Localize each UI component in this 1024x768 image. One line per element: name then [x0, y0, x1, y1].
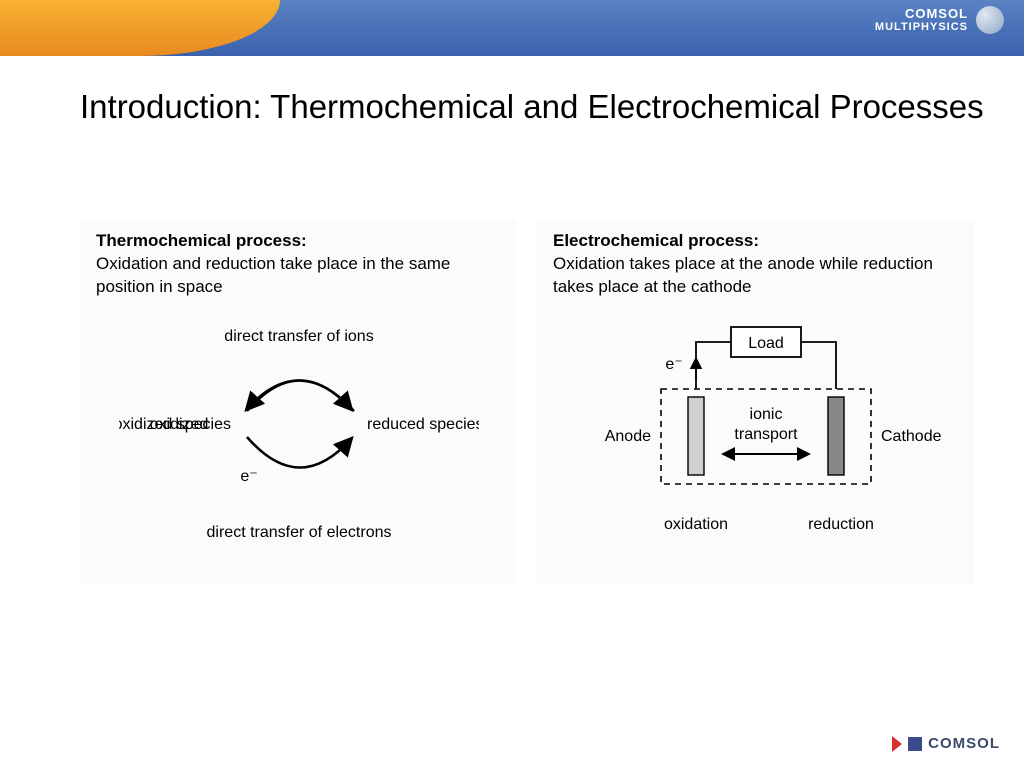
- electrochemical-panel: Electrochemical process: Oxidation takes…: [537, 220, 974, 583]
- content-panels: Thermochemical process: Oxidation and re…: [80, 220, 974, 583]
- top-banner: COMSOL MULTIPHYSICS: [0, 0, 1024, 56]
- globe-icon: [976, 6, 1004, 34]
- ions-label: direct transfer of ions: [224, 328, 373, 345]
- brand-line1: COMSOL: [875, 7, 968, 21]
- footer-brand-text: COMSOL: [928, 735, 1000, 752]
- brand-logo-top: COMSOL MULTIPHYSICS: [875, 6, 1004, 34]
- thermo-description: Thermochemical process: Oxidation and re…: [96, 230, 501, 299]
- load-label: Load: [748, 335, 784, 352]
- ionic-label-2: transport: [734, 426, 798, 443]
- thermochemical-panel: Thermochemical process: Oxidation and re…: [80, 220, 517, 583]
- anode-label: Anode: [604, 428, 650, 445]
- electro-description: Electrochemical process: Oxidation takes…: [553, 230, 958, 299]
- oxidized-species: oxidized species: [119, 416, 231, 433]
- square-icon: [908, 737, 922, 751]
- oxidation-label: oxidation: [663, 516, 727, 533]
- electrons-transfer-label: direct transfer of electrons: [206, 524, 391, 541]
- anode-electrode: [688, 397, 704, 475]
- cathode-label: Cathode: [881, 428, 942, 445]
- ionic-label-1: ionic: [749, 406, 782, 423]
- electron-label: e⁻: [240, 468, 257, 485]
- electron-flow-label: e⁻: [665, 356, 682, 373]
- electro-heading: Electrochemical process:: [553, 231, 759, 250]
- reduced-species: reduced species: [367, 416, 479, 433]
- reduction-label: reduction: [808, 516, 874, 533]
- electro-diagram: Load e⁻ ionic transport: [553, 319, 958, 559]
- electro-body: Oxidation takes place at the anode while…: [553, 254, 933, 296]
- slide-title: Introduction: Thermochemical and Electro…: [80, 86, 984, 127]
- brand-line2: MULTIPHYSICS: [875, 21, 968, 33]
- triangle-icon: [892, 736, 902, 752]
- thermo-diagram: direct transfer of ions: [96, 319, 501, 559]
- swoosh-decoration: [0, 0, 280, 56]
- thermo-heading: Thermochemical process:: [96, 231, 307, 250]
- thermo-body: Oxidation and reduction take place in th…: [96, 254, 450, 296]
- cathode-electrode: [828, 397, 844, 475]
- brand-logo-footer: COMSOL: [892, 735, 1000, 752]
